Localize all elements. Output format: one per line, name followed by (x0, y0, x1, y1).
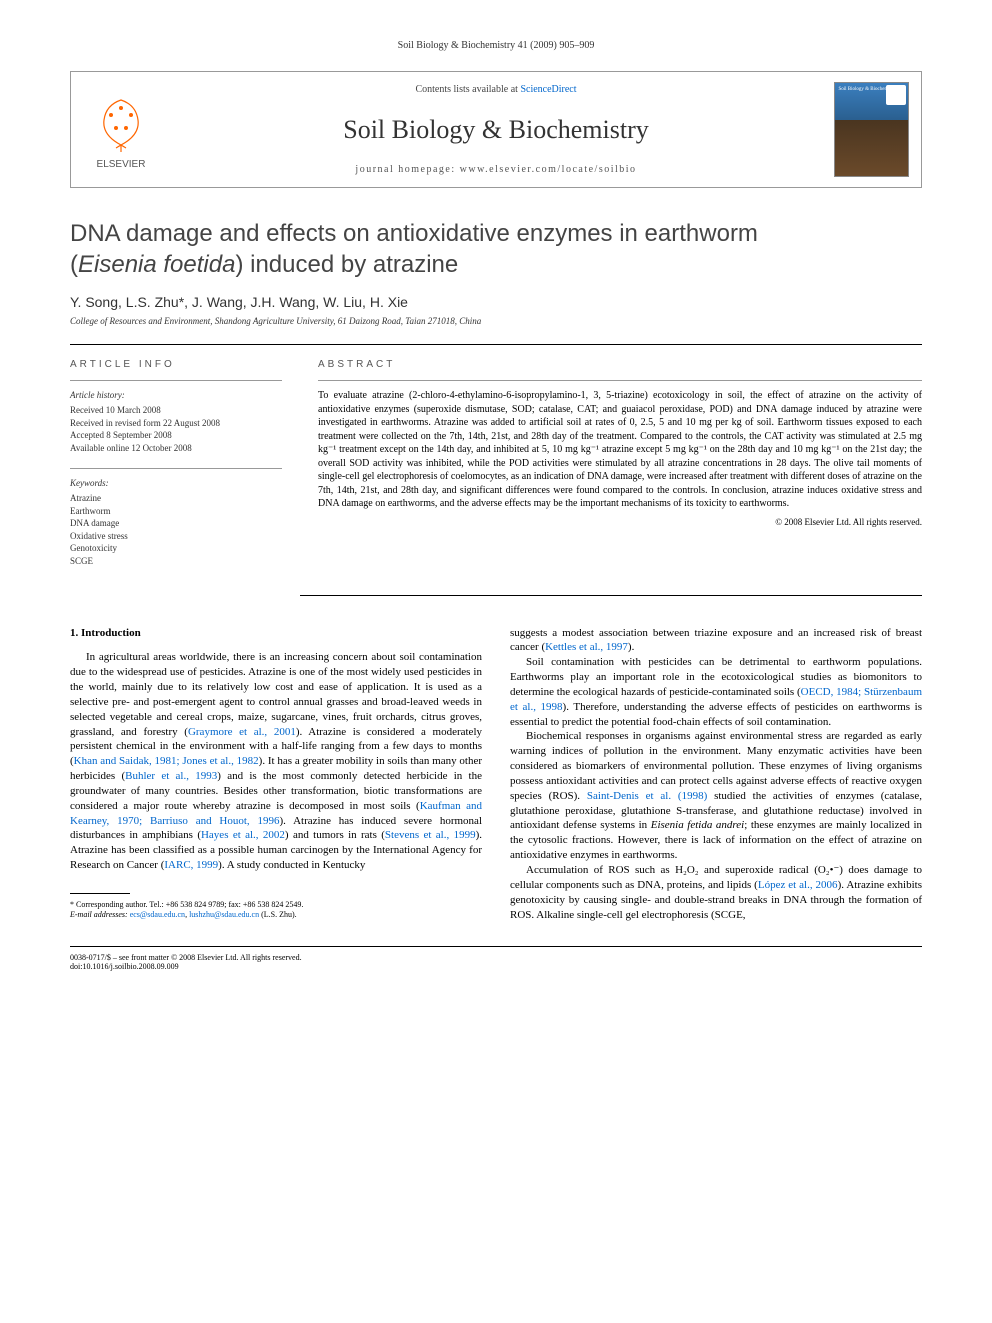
article-info-heading: ARTICLE INFO (70, 359, 282, 370)
article-title: DNA damage and effects on antioxidative … (70, 218, 922, 280)
cover-text: Soil Biology & Biochemistry (839, 87, 898, 93)
journal-homepage-line: journal homepage: www.elsevier.com/locat… (181, 164, 811, 175)
journal-name: Soil Biology & Biochemistry (181, 115, 811, 145)
ref-hayes[interactable]: Hayes et al., 2002 (201, 829, 285, 841)
copyright-line: © 2008 Elsevier Ltd. All rights reserved… (318, 517, 922, 527)
contents-prefix: Contents lists available at (415, 84, 520, 95)
title-line2-tail: ) induced by atrazine (235, 251, 458, 278)
intro-paragraph-2: Soil contamination with pesticides can b… (510, 655, 922, 729)
svg-text:ELSEVIER: ELSEVIER (97, 159, 146, 170)
abstract: ABSTRACT To evaluate atrazine (2-chloro-… (300, 345, 922, 595)
publisher-logo-cell: ELSEVIER (71, 72, 171, 187)
keywords-block: Keywords: Atrazine Earthworm DNA damage … (70, 468, 282, 567)
footer-bar: 0038-0717/$ – see front matter © 2008 El… (70, 946, 922, 971)
history-revised: Received in revised form 22 August 2008 (70, 417, 282, 430)
ref-khan-jones[interactable]: Khan and Saidak, 1981; Jones et al., 198… (74, 755, 259, 767)
history-label: Article history: (70, 389, 282, 402)
footnote-tel-fax: * Corresponding author. Tel.: +86 538 82… (70, 900, 482, 910)
footnote-emails: E-mail addresses: ecs@sdau.edu.cn, lushz… (70, 910, 482, 920)
ref-graymore[interactable]: Graymore et al., 2001 (188, 726, 296, 738)
abstract-heading: ABSTRACT (318, 359, 922, 370)
journal-cover-cell: Soil Biology & Biochemistry (821, 72, 921, 187)
keyword-item: Oxidative stress (70, 530, 282, 543)
keyword-item: DNA damage (70, 517, 282, 530)
keyword-item: Earthworm (70, 505, 282, 518)
homepage-prefix: journal homepage: (355, 164, 459, 175)
intro-paragraph-4: Accumulation of ROS such as H₂O₂ and sup… (510, 863, 922, 922)
intro-paragraph-1-cont: suggests a modest association between tr… (510, 626, 922, 656)
title-species: Eisenia foetida (78, 251, 235, 278)
footnote-separator (70, 893, 130, 894)
email-link-2[interactable]: lushzhu@sdau.edu.cn (189, 910, 259, 919)
intro-paragraph-1: In agricultural areas worldwide, there i… (70, 650, 482, 873)
species-efa: Eisenia fetida andrei (651, 819, 745, 831)
page: Soil Biology & Biochemistry 41 (2009) 90… (0, 0, 992, 1011)
history-accepted: Accepted 8 September 2008 (70, 429, 282, 442)
info-abstract-row: ARTICLE INFO Article history: Received 1… (70, 344, 922, 595)
footer-doi: doi:10.1016/j.soilbio.2008.09.009 (70, 962, 302, 971)
footer-left: 0038-0717/$ – see front matter © 2008 El… (70, 953, 302, 971)
body-columns: 1. Introduction In agricultural areas wo… (70, 626, 922, 923)
keywords-label: Keywords: (70, 477, 282, 490)
column-right: suggests a modest association between tr… (510, 626, 922, 923)
keyword-item: SCGE (70, 555, 282, 568)
history-received: Received 10 March 2008 (70, 404, 282, 417)
sciencedirect-link[interactable]: ScienceDirect (520, 84, 576, 95)
keyword-item: Atrazine (70, 492, 282, 505)
intro-paragraph-3: Biochemical responses in organisms again… (510, 729, 922, 863)
article-info: ARTICLE INFO Article history: Received 1… (70, 345, 300, 595)
affiliation: College of Resources and Environment, Sh… (70, 316, 922, 326)
running-head: Soil Biology & Biochemistry 41 (2009) 90… (70, 40, 922, 51)
history-online: Available online 12 October 2008 (70, 442, 282, 455)
homepage-url: www.elsevier.com/locate/soilbio (460, 164, 637, 175)
ref-lopez[interactable]: López et al., 2006 (758, 879, 838, 891)
ref-kettles[interactable]: Kettles et al., 1997 (545, 641, 628, 653)
article-history-block: Article history: Received 10 March 2008 … (70, 380, 282, 454)
section-1-heading: 1. Introduction (70, 626, 482, 641)
header-center: Contents lists available at ScienceDirec… (171, 72, 821, 187)
contents-available-line: Contents lists available at ScienceDirec… (181, 84, 811, 95)
ref-iarc[interactable]: IARC, 1999 (164, 859, 218, 871)
title-line1: DNA damage and effects on antioxidative … (70, 220, 758, 247)
title-paren-open: ( (70, 251, 78, 278)
ref-saint-denis[interactable]: Saint-Denis et al. (1998) (587, 790, 707, 802)
ref-buhler[interactable]: Buhler et al., 1993 (125, 770, 217, 782)
corresponding-author-footnote: * Corresponding author. Tel.: +86 538 82… (70, 900, 482, 921)
abstract-text: To evaluate atrazine (2-chloro-4-ethylam… (318, 380, 922, 511)
footer-front-matter: 0038-0717/$ – see front matter © 2008 El… (70, 953, 302, 962)
journal-header: ELSEVIER Contents lists available at Sci… (70, 71, 922, 188)
keyword-item: Genotoxicity (70, 542, 282, 555)
ref-stevens[interactable]: Stevens et al., 1999 (385, 829, 476, 841)
authors: Y. Song, L.S. Zhu*, J. Wang, J.H. Wang, … (70, 294, 922, 310)
journal-cover-thumbnail: Soil Biology & Biochemistry (834, 82, 909, 177)
column-left: 1. Introduction In agricultural areas wo… (70, 626, 482, 923)
email-link-1[interactable]: ecs@sdau.edu.cn (130, 910, 185, 919)
elsevier-tree-logo: ELSEVIER (86, 90, 156, 170)
